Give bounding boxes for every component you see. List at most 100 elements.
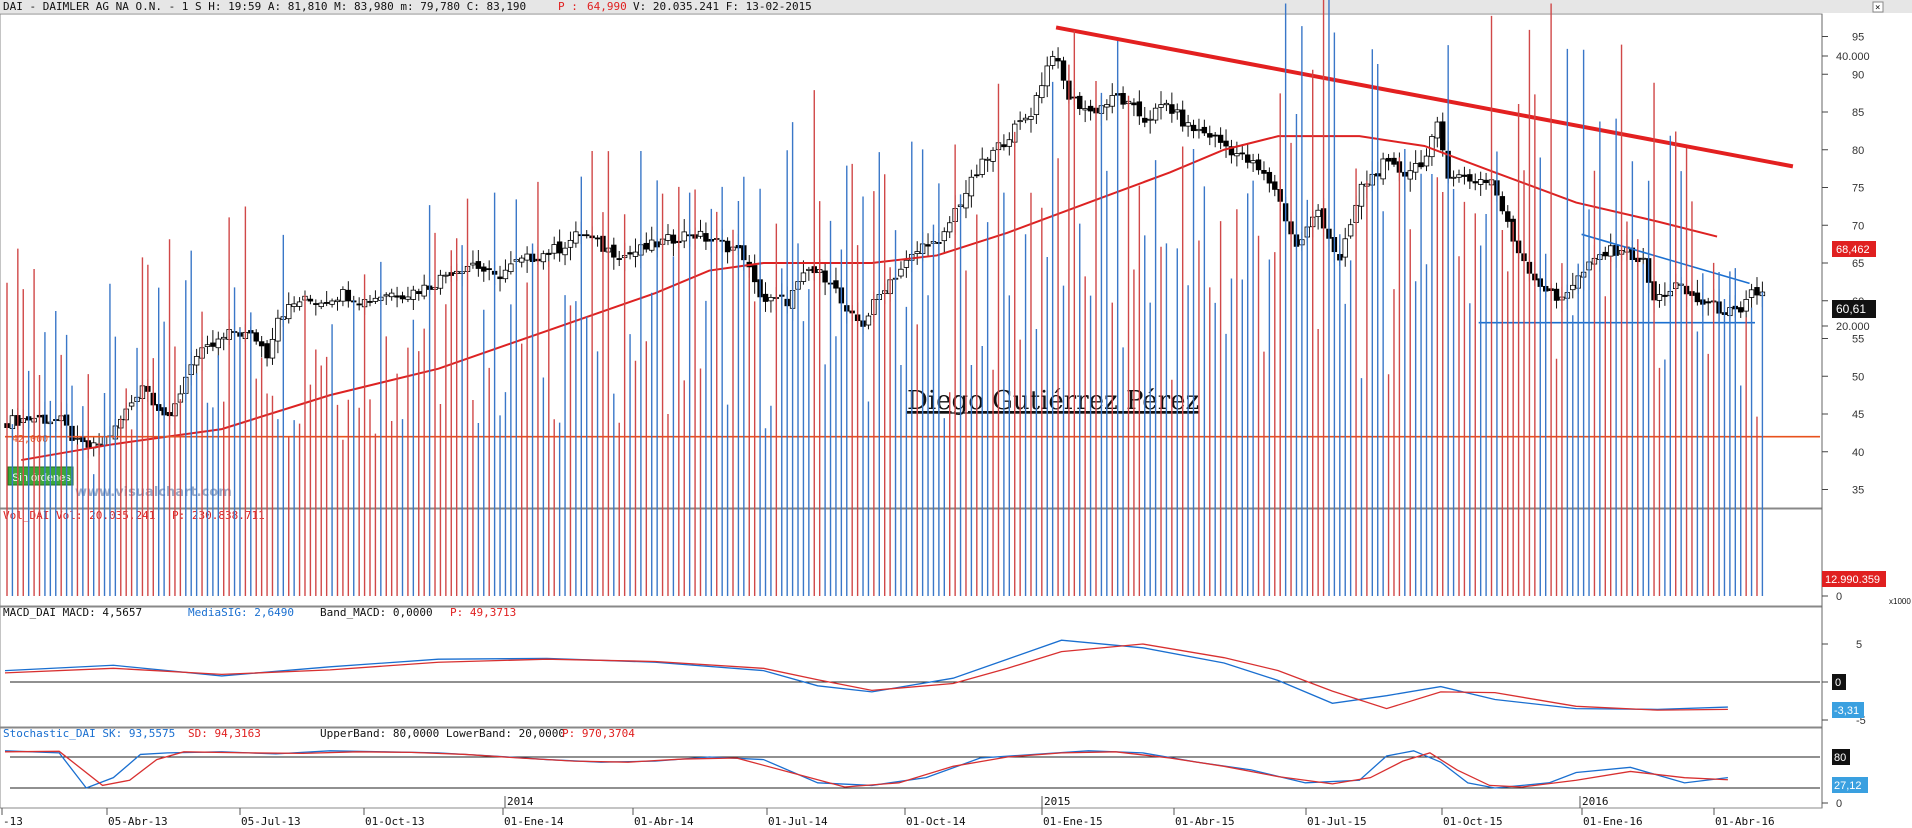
time-tick-label: 01-Oct-14	[906, 815, 966, 828]
candle-body	[1228, 146, 1235, 156]
candle-body	[1120, 93, 1126, 105]
panel-frame-0	[0, 13, 1823, 509]
candle-body	[486, 268, 492, 271]
svg-text:60,61: 60,61	[1836, 302, 1866, 316]
candle-body	[1158, 104, 1164, 108]
candle-body	[551, 244, 557, 254]
macd-tick-label: -5	[1856, 715, 1866, 727]
svg-text:68,462: 68,462	[1836, 244, 1870, 256]
candle-body	[1217, 134, 1224, 143]
svg-text:×: ×	[1875, 3, 1880, 13]
candle-body	[833, 280, 839, 289]
macd-tick-label: 5	[1856, 639, 1862, 651]
sin-ordenes-badge[interactable]	[7, 466, 74, 486]
time-tick-label: 01-Jul-15	[1307, 815, 1367, 828]
candle-body	[1006, 139, 1013, 147]
volume-axis: 40.000 20.000 0	[1822, 51, 1870, 603]
price-tick-label: 95	[1852, 32, 1864, 44]
candle-body	[1196, 128, 1202, 132]
candle-body	[1640, 257, 1646, 260]
time-tick-label: 01-Ene-14	[504, 815, 564, 828]
volume-bars	[6, 0, 1764, 596]
time-axis: -13 05-Abr-13 05-Jul-13 01-Oct-13 01-Ene-14 0…	[0, 795, 1822, 828]
panel-frames	[0, 13, 1823, 809]
candle-body	[258, 341, 265, 347]
header-tail: V: 20.035.241 F: 13-02-2015	[633, 0, 812, 13]
stoch-header-p: P: 970,3704	[562, 727, 635, 740]
candle-body	[410, 289, 417, 300]
panel-frame-3	[0, 727, 1823, 809]
candle-body	[1429, 136, 1435, 158]
candle-body	[1440, 121, 1446, 151]
candle-body	[1039, 85, 1045, 99]
candle-body	[1163, 102, 1170, 106]
candle-body	[1602, 251, 1608, 257]
candle-body	[1342, 238, 1348, 258]
candle-body	[340, 289, 346, 302]
candle-body	[1391, 157, 1397, 165]
candle-body	[372, 297, 379, 302]
candle-body	[1245, 154, 1251, 163]
price-tick-label: 65	[1852, 258, 1864, 270]
candle-body	[421, 284, 427, 297]
stoch-d-line	[4, 750, 1728, 788]
time-tick-label: 01-Oct-13	[365, 815, 425, 828]
time-tick-label: 01-Abr-14	[634, 815, 694, 828]
candle-body	[562, 247, 568, 256]
candle-body	[724, 240, 731, 253]
stoch-80-badge: 80	[1832, 749, 1850, 765]
candle-body	[1261, 170, 1267, 174]
candle-body	[1082, 108, 1088, 111]
price-tick-label: 75	[1852, 183, 1864, 195]
year-label: 2016	[1582, 795, 1609, 808]
candle-body	[323, 302, 330, 304]
candle-body	[1017, 120, 1023, 123]
candle-body	[253, 332, 259, 342]
candle-body	[1456, 174, 1462, 178]
candle-body	[1738, 307, 1744, 313]
candle-body	[383, 294, 389, 297]
candle-body	[307, 298, 314, 302]
candle-body	[865, 315, 872, 326]
candle-body	[632, 251, 639, 257]
candle-body	[1207, 133, 1213, 138]
candle-body	[394, 295, 400, 298]
candle-body	[1407, 170, 1413, 180]
candle-body	[437, 274, 444, 289]
candle-body	[670, 234, 677, 244]
candle-body	[1104, 104, 1110, 108]
header-p-label: P :	[558, 0, 578, 13]
close-icon[interactable]: ×	[1872, 1, 1884, 13]
candle-body	[751, 265, 758, 283]
candle-body	[502, 269, 509, 280]
candle-body	[264, 343, 270, 359]
candle-body	[1250, 160, 1256, 164]
price-tick-label: 70	[1852, 220, 1864, 232]
candle-body	[367, 301, 373, 303]
candle-body	[1499, 196, 1506, 212]
candle-body	[1179, 109, 1186, 127]
candle-body	[497, 276, 503, 280]
svg-text:0: 0	[1835, 677, 1841, 689]
stoch-header-sd: SD: 94,3163	[188, 727, 261, 740]
candle-body	[334, 299, 341, 303]
stoch-k-line	[4, 750, 1728, 789]
volume-badge: 12.990.359	[1822, 571, 1886, 587]
candle-body	[616, 258, 622, 260]
time-tick-label: 01-Jul-14	[768, 815, 828, 828]
candle-body	[584, 234, 590, 237]
candle-body	[925, 244, 931, 247]
volume-tick-label: 40.000	[1836, 51, 1870, 63]
candle-body	[1656, 294, 1663, 301]
candle-body	[573, 231, 579, 244]
svg-text:27,12: 27,12	[1834, 780, 1862, 792]
candle-body	[627, 252, 633, 255]
candle-body	[990, 149, 996, 162]
price-tick-label: 35	[1852, 485, 1864, 497]
macd-header-band: Band_MACD: 0,0000	[320, 606, 433, 619]
header-bar	[0, 0, 1912, 13]
candle-body	[1505, 211, 1511, 222]
candle-body	[1412, 163, 1419, 173]
candle-body	[968, 176, 975, 197]
candle-body	[546, 252, 552, 255]
